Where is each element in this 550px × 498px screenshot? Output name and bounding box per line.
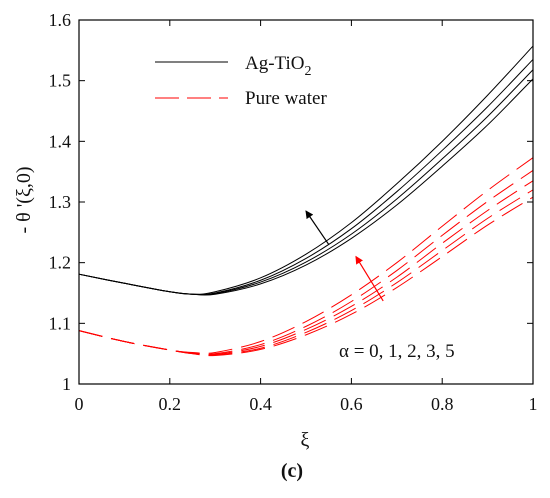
pure-water-line-7 bbox=[78, 189, 534, 356]
x-tick-label-2: 0.4 bbox=[249, 394, 272, 414]
series-layer bbox=[78, 45, 534, 357]
y-axis-label: - θ '(ξ,0) bbox=[13, 166, 35, 233]
x-tick-label-3: 0.6 bbox=[340, 394, 363, 414]
legend: Ag-TiO2 Pure water bbox=[155, 53, 327, 109]
x-tick-label-0: 0 bbox=[75, 394, 84, 414]
x-tick-label-4: 0.8 bbox=[431, 394, 454, 414]
y-tick-label-5: 1.5 bbox=[49, 71, 72, 91]
tick-label-layer: 0 0.2 0.4 0.6 0.8 1 1 1.1 1.2 1.3 1.4 1.5 1.6 bbox=[49, 10, 538, 414]
x-axis-label: ξ bbox=[301, 429, 310, 451]
x-tick-label-1: 0.2 bbox=[159, 394, 182, 414]
alpha-annotation: α = 0, 1, 2, 3, 5 bbox=[339, 341, 455, 362]
y-tick-label-3: 1.3 bbox=[49, 192, 72, 212]
trend-arrow-0 bbox=[305, 210, 330, 245]
pure-water-line-8 bbox=[78, 196, 534, 357]
axes-layer bbox=[78, 19, 534, 385]
ag-tio2-line-0 bbox=[78, 45, 534, 295]
ag-tio2-line-3 bbox=[78, 78, 534, 296]
y-tick-label-2: 1.2 bbox=[49, 253, 72, 273]
y-tick-label-6: 1.6 bbox=[49, 10, 72, 30]
y-tick-label-1: 1.1 bbox=[49, 313, 72, 333]
y-tick-label-4: 1.4 bbox=[49, 131, 72, 151]
pure-water-line-6 bbox=[78, 180, 534, 356]
x-tick-label-5: 1 bbox=[529, 394, 538, 414]
pure-water-line-4 bbox=[78, 157, 534, 354]
trend-arrow-1 bbox=[355, 255, 384, 302]
legend-label-pure-water: Pure water bbox=[245, 88, 327, 109]
arrow-layer bbox=[305, 210, 384, 302]
panel-label: (c) bbox=[281, 460, 303, 482]
legend-label-ag-tio2: Ag-TiO2 bbox=[245, 53, 312, 79]
y-tick-label-0: 1 bbox=[62, 374, 71, 394]
